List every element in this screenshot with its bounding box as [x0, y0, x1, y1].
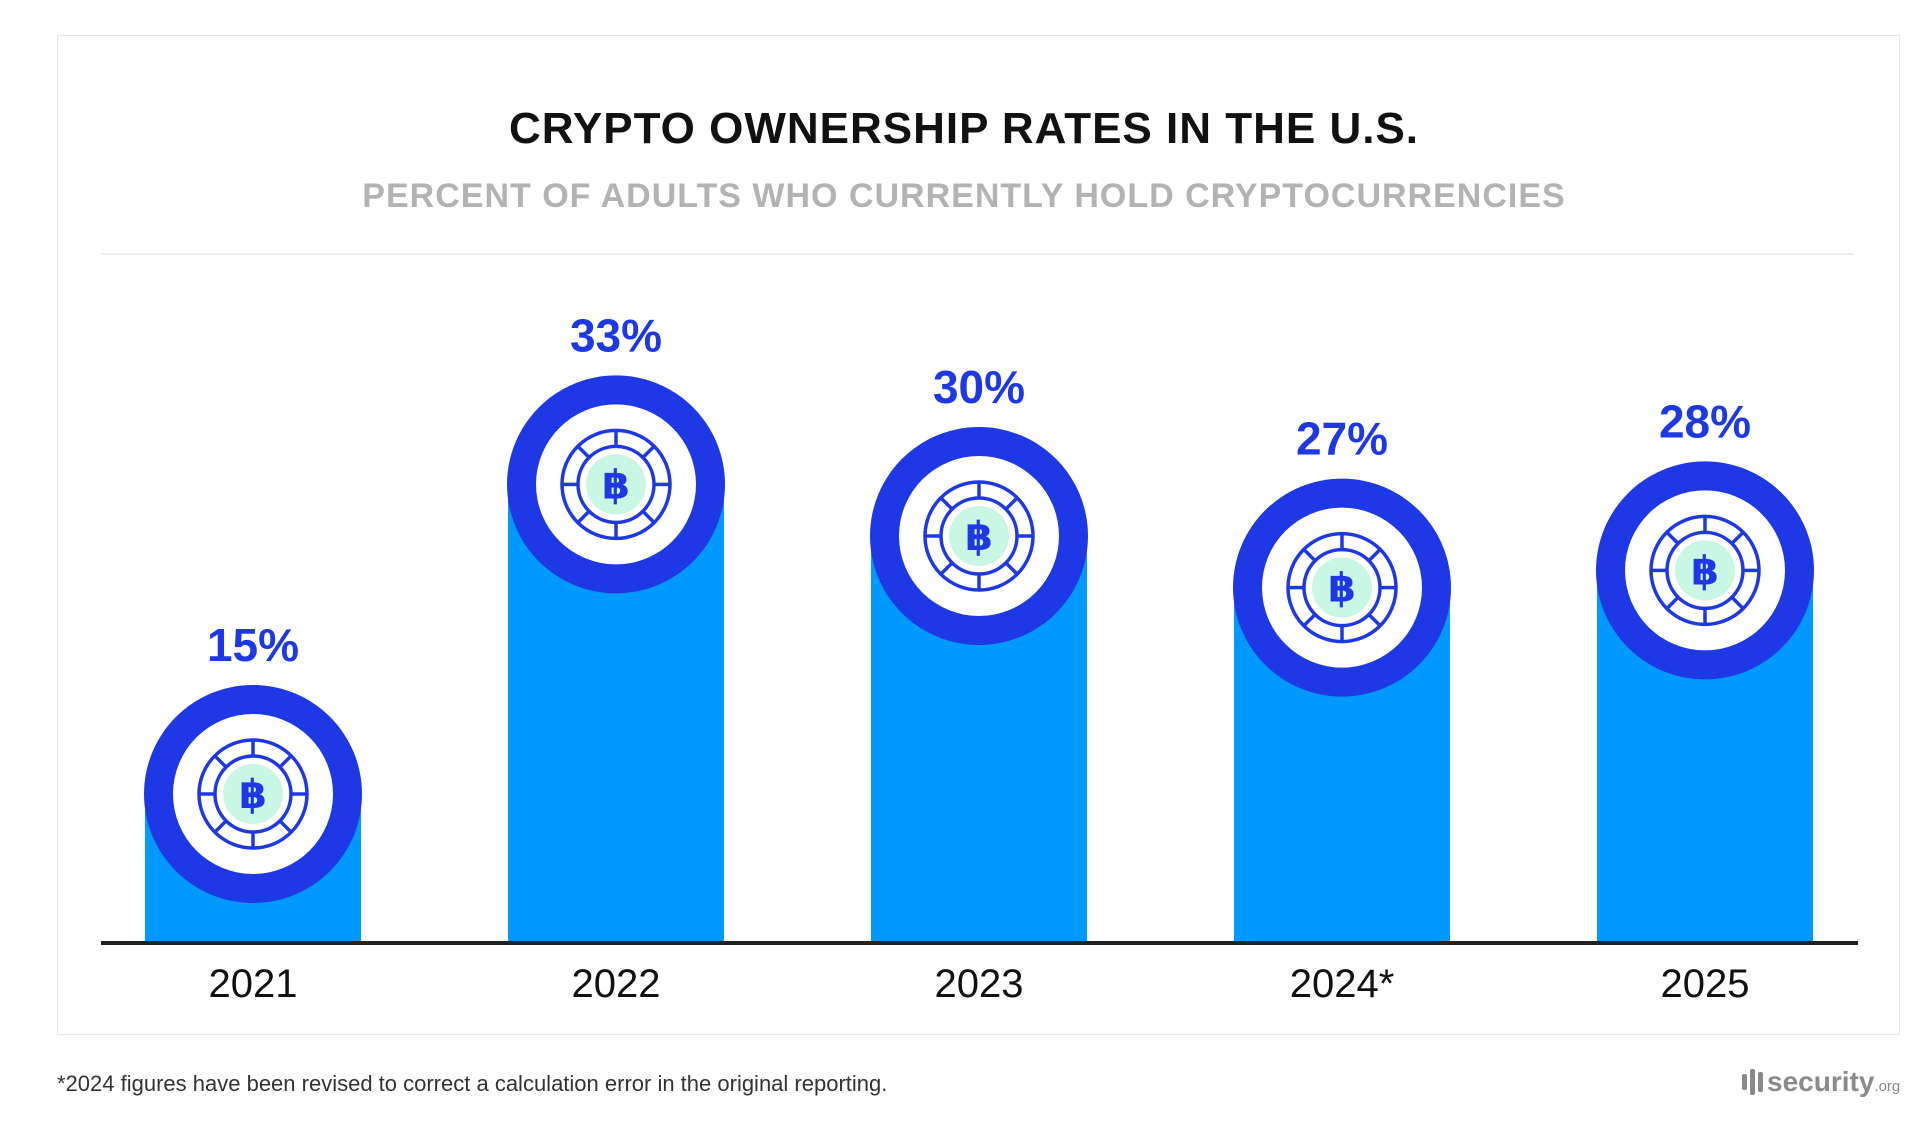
bitcoin-coin-icon: ฿: [1649, 514, 1761, 627]
coin-notch: [641, 510, 656, 524]
bar-group: ฿ 28% 2025: [1596, 395, 1814, 1006]
logo-bars-icon: [1742, 1068, 1763, 1096]
coin-notch: [1730, 530, 1745, 545]
bitcoin-coin-icon: ฿: [560, 428, 672, 541]
security-org-logo: security .org: [1742, 1068, 1900, 1096]
coin-notch: [576, 510, 591, 524]
logo-text: security: [1767, 1066, 1875, 1097]
coin-notch: [1367, 548, 1382, 562]
bitcoin-coin-icon: ฿: [923, 480, 1035, 592]
bitcoin-symbol: ฿: [965, 514, 993, 560]
bitcoin-symbol: ฿: [1328, 566, 1356, 612]
value-label: 33%: [570, 309, 662, 361]
coin-notch: [939, 496, 954, 511]
coin-notch: [576, 444, 591, 459]
coin-notch: [1730, 596, 1745, 610]
coin-center: [949, 506, 1009, 566]
coin-notch: [641, 444, 656, 459]
bar-group: ฿ 33% 2022: [507, 309, 725, 1006]
bar-group: ฿ 30% 2023: [870, 361, 1088, 1006]
value-label: 27%: [1296, 413, 1388, 465]
bar-group: ฿ 27% 2024*: [1233, 413, 1451, 1006]
coin-notch: [1004, 561, 1019, 576]
coin-notch: [1302, 613, 1317, 628]
coin-notch: [1004, 496, 1019, 511]
footnote: *2024 figures have been revised to corre…: [57, 1071, 888, 1096]
coin-notch: [939, 561, 954, 576]
bar-group: ฿ 15% 2021: [144, 619, 362, 1006]
coin-center: [1312, 557, 1372, 618]
coin-notch: [1367, 613, 1382, 628]
bitcoin-symbol: ฿: [602, 462, 630, 508]
coin-notch: [1302, 548, 1317, 562]
coin-center: [1675, 540, 1735, 601]
value-label: 15%: [207, 619, 299, 671]
bitcoin-coin-icon: ฿: [197, 738, 309, 850]
chart-title: CRYPTO OWNERSHIP RATES IN THE U.S.: [508, 104, 1420, 153]
coin-center: [586, 454, 646, 515]
coin-notch: [213, 819, 228, 834]
bitcoin-symbol: ฿: [1691, 548, 1719, 594]
divider: [101, 253, 1854, 255]
coin-notch: [278, 754, 293, 769]
x-tick-label: 2022: [572, 962, 661, 1006]
coin-center: [223, 764, 283, 824]
coin-notch: [278, 819, 293, 834]
chart-card: [57, 35, 1900, 1035]
x-tick-label: 2023: [935, 962, 1024, 1006]
bitcoin-symbol: ฿: [239, 772, 267, 818]
x-tick-label: 2024*: [1290, 962, 1395, 1006]
chart-subtitle: PERCENT OF ADULTS WHO CURRENTLY HOLD CRY…: [362, 177, 1566, 215]
value-label: 30%: [933, 361, 1025, 413]
x-tick-label: 2021: [209, 962, 298, 1006]
coin-notch: [1665, 530, 1680, 545]
value-label: 28%: [1659, 395, 1751, 447]
coin-notch: [213, 754, 228, 769]
logo-tld: .org: [1874, 1078, 1901, 1095]
coin-notch: [1665, 596, 1680, 610]
x-tick-label: 2025: [1661, 962, 1750, 1006]
bitcoin-coin-icon: ฿: [1286, 531, 1398, 644]
